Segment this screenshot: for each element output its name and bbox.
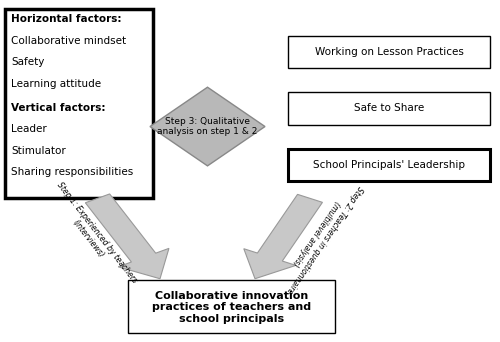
Text: Step 1: Experienced by teachers
(interviews): Step 1: Experienced by teachers (intervi…	[46, 181, 138, 291]
Text: Safe to Share: Safe to Share	[354, 103, 424, 114]
FancyBboxPatch shape	[128, 280, 335, 333]
Polygon shape	[150, 87, 265, 166]
FancyBboxPatch shape	[288, 36, 490, 68]
Text: Safety: Safety	[11, 57, 44, 67]
FancyBboxPatch shape	[5, 9, 152, 198]
FancyBboxPatch shape	[288, 92, 490, 125]
Text: Collaborative innovation
practices of teachers and
school principals: Collaborative innovation practices of te…	[152, 290, 311, 324]
Text: Leader: Leader	[11, 124, 47, 134]
Text: Learning attitude: Learning attitude	[11, 79, 101, 89]
Polygon shape	[244, 194, 322, 279]
Text: Step 3: Qualitative
analysis on step 1 & 2: Step 3: Qualitative analysis on step 1 &…	[158, 117, 258, 136]
Text: Step 2: Teachers in questionnaire
(multilevel analysis): Step 2: Teachers in questionnaire (multi…	[276, 177, 364, 294]
Text: School Principals' Leadership: School Principals' Leadership	[313, 160, 465, 170]
Polygon shape	[86, 194, 169, 279]
Text: Working on Lesson Practices: Working on Lesson Practices	[314, 47, 464, 57]
FancyBboxPatch shape	[288, 149, 490, 181]
Text: Collaborative mindset: Collaborative mindset	[11, 36, 126, 46]
Text: Vertical factors:: Vertical factors:	[11, 103, 106, 113]
Text: Stimulator: Stimulator	[11, 146, 66, 156]
Text: Horizontal factors:: Horizontal factors:	[11, 14, 122, 24]
Text: Sharing responsibilities: Sharing responsibilities	[11, 167, 133, 177]
